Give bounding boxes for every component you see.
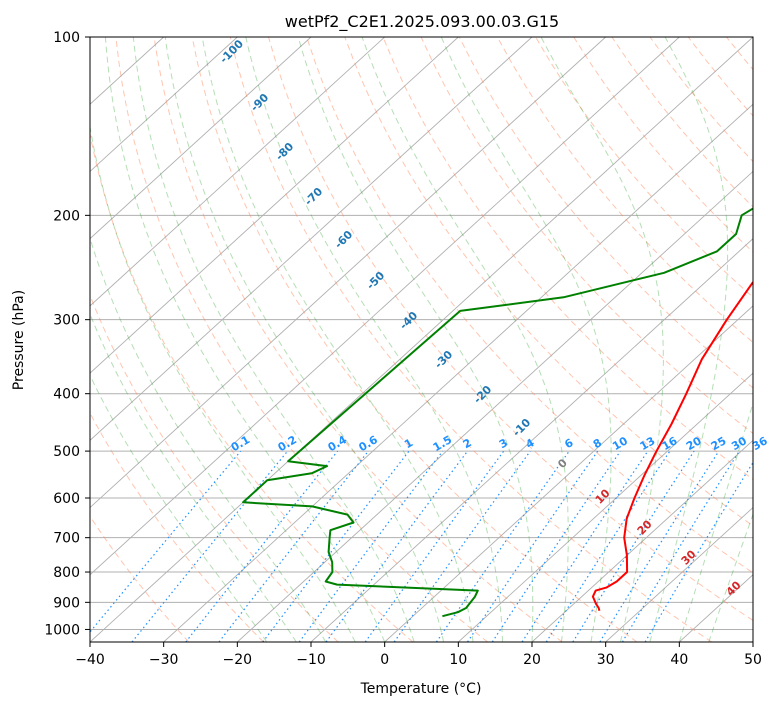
moist-adiabat-line bbox=[81, 37, 356, 642]
dry-adiabat-line bbox=[688, 37, 775, 642]
isotherm-line bbox=[164, 37, 775, 642]
x-tick-label: 30 bbox=[597, 652, 615, 668]
dry-adiabat-label: -70 bbox=[302, 185, 325, 208]
moist-adiabat-line bbox=[165, 37, 443, 642]
mixing-ratio-line bbox=[600, 451, 719, 642]
isotherm-line bbox=[0, 37, 311, 642]
y-tick-label: 200 bbox=[53, 208, 80, 224]
mixing-ratio-line bbox=[546, 451, 670, 642]
mixing-ratio-label: 6 bbox=[562, 436, 575, 451]
dry-adiabat-line bbox=[650, 37, 775, 642]
moist-adiabat-label: 20 bbox=[635, 517, 655, 537]
mixing-ratio-line bbox=[522, 451, 648, 642]
mixing-ratio-line bbox=[468, 451, 598, 642]
isotherm-line bbox=[16, 37, 679, 642]
dry-adiabat-line bbox=[269, 37, 775, 642]
mixing-ratio-label: 16 bbox=[660, 434, 680, 453]
y-tick-label: 800 bbox=[53, 565, 80, 581]
dry-adiabat-line bbox=[345, 37, 775, 642]
moist-adiabat-label: 30 bbox=[679, 547, 699, 567]
x-tick-label: −10 bbox=[296, 652, 326, 668]
y-axis-title: Pressure (hPa) bbox=[11, 290, 27, 390]
dry-adiabat-line bbox=[421, 37, 775, 642]
y-tick-label: 1000 bbox=[44, 622, 80, 638]
dry-adiabat-label: -50 bbox=[364, 269, 387, 292]
dry-adiabat-label: -20 bbox=[471, 383, 494, 406]
chart-title: wetPf2_C2E1.2025.093.00.03.G15 bbox=[285, 12, 559, 32]
y-tick-label: 700 bbox=[53, 531, 80, 547]
dry-adiabat-label: -10 bbox=[510, 416, 533, 439]
moist-adiabat-line bbox=[38, 37, 297, 642]
mixing-ratio-label: 25 bbox=[709, 434, 729, 453]
mixing-ratio-label: 3 bbox=[497, 436, 510, 451]
x-axis: −40 −30 −20 −10 0 10 20 30 40 50 bbox=[75, 642, 762, 668]
moist-adiabat-line bbox=[441, 37, 611, 642]
mixing-ratio-line bbox=[365, 451, 503, 642]
y-tick-label: 100 bbox=[53, 30, 80, 46]
dry-adiabat-line bbox=[536, 37, 775, 642]
mixing-ratio-line bbox=[263, 451, 409, 642]
isotherm-line bbox=[0, 37, 237, 642]
x-tick-label: 50 bbox=[744, 652, 762, 668]
y-tick-label: 300 bbox=[53, 313, 80, 329]
dry-adiabat-line bbox=[154, 37, 562, 642]
mixing-ratio-line bbox=[573, 451, 694, 642]
dry-adiabat-label: -100 bbox=[217, 37, 246, 66]
isotherm-line bbox=[753, 37, 775, 642]
mixing-ratio-label: 20 bbox=[684, 434, 704, 453]
dry-adiabat-line bbox=[192, 37, 637, 642]
isotherm-line bbox=[0, 37, 606, 642]
x-tick-label: −40 bbox=[75, 652, 105, 668]
mixing-ratio-line bbox=[492, 451, 620, 642]
background-lines bbox=[0, 37, 775, 642]
x-axis-title: Temperature (°C) bbox=[360, 681, 482, 697]
isotherm-line bbox=[0, 37, 458, 642]
moist-adiabat-line bbox=[105, 37, 384, 642]
y-tick-label: 500 bbox=[53, 444, 80, 460]
dry-adiabat-line bbox=[78, 37, 413, 642]
dry-adiabat-line bbox=[1, 37, 263, 642]
dry-adiabat-line bbox=[765, 37, 775, 642]
mixing-ratio-label: 1 bbox=[402, 436, 415, 451]
dry-adiabat-line bbox=[726, 37, 775, 642]
x-tick-label: 0 bbox=[380, 652, 389, 668]
isotherm-line bbox=[90, 37, 753, 642]
moist-adiabat-line bbox=[709, 37, 775, 642]
mixing-ratio-line bbox=[219, 451, 368, 642]
y-tick-label: 600 bbox=[53, 491, 80, 507]
y-tick-label: 900 bbox=[53, 595, 80, 611]
moist-adiabat-line bbox=[298, 37, 533, 642]
dry-adiabat-label: -80 bbox=[273, 140, 296, 163]
dry-adiabat-line bbox=[612, 37, 775, 642]
y-tick-label: 400 bbox=[53, 387, 80, 403]
mixing-ratio-label: 10 bbox=[610, 434, 630, 453]
x-tick-label: 40 bbox=[670, 652, 688, 668]
x-tick-label: −30 bbox=[149, 652, 179, 668]
dry-adiabat-line bbox=[116, 37, 488, 642]
y-axis: 100 200 300 400 500 600 700 800 900 1000 bbox=[44, 30, 90, 638]
mixing-ratio-line bbox=[132, 451, 288, 642]
mixing-ratio-label: 30 bbox=[729, 434, 749, 453]
isotherm-line bbox=[0, 37, 385, 642]
moist-adiabat-line bbox=[541, 37, 663, 642]
moist-adiabat-label: 40 bbox=[724, 578, 744, 598]
dry-adiabat-label: -30 bbox=[432, 348, 455, 371]
moist-adiabat-line bbox=[246, 37, 503, 642]
mixing-ratio-line bbox=[622, 451, 739, 642]
mixing-ratio-label: 2 bbox=[461, 436, 474, 451]
mixing-ratio-line bbox=[186, 451, 338, 642]
dry-adiabat-label: -40 bbox=[397, 309, 420, 332]
moist-adiabat-line bbox=[18, 37, 267, 642]
x-tick-label: −20 bbox=[223, 652, 253, 668]
dry-adiabat-line bbox=[497, 37, 775, 642]
x-tick-label: 20 bbox=[523, 652, 541, 668]
x-tick-label: 10 bbox=[449, 652, 467, 668]
mixing-ratio-line bbox=[82, 451, 241, 642]
